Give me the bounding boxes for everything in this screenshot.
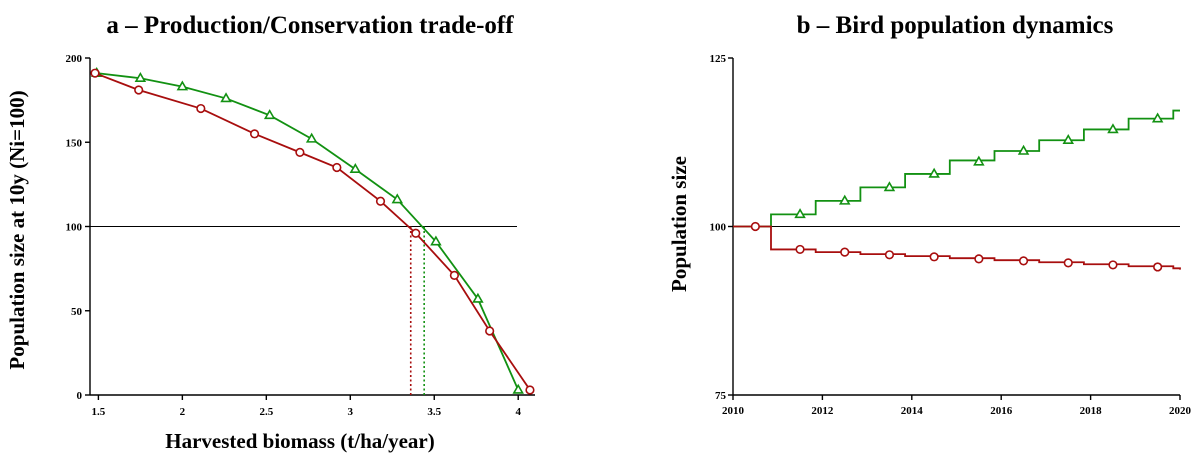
panel-a-data-point (295, 147, 305, 157)
panel-a-data-point (525, 385, 535, 395)
panel-a-data-point (90, 68, 100, 78)
panel-a-data-point (391, 193, 404, 204)
panel-a-ticks: 0 50 100 150 200 1.5 2 2.5 3 3.5 4 (66, 53, 522, 418)
panel-a-series (90, 66, 535, 395)
panel-a-data-point (263, 109, 276, 120)
panel-a-y-tick-label: 0 (77, 390, 83, 402)
panel-b-data-point (883, 181, 896, 192)
panel-a-chart: a – Production/Conservation trade-off Po… (5, 12, 535, 453)
panel-a-y-axis-label: Population size at 10y (Ni=100) (5, 90, 29, 369)
panel-b-title: b – Bird population dynamics (797, 12, 1114, 39)
panel-b-axes (732, 58, 1180, 396)
panel-b-series-line-1 (733, 225, 1181, 270)
panel-b-data-point (884, 250, 895, 260)
panel-b-y-tick-label: 125 (710, 53, 727, 65)
panel-b-data-point (1063, 258, 1073, 268)
panel-b-y-tick-label: 75 (715, 390, 727, 402)
panel-b-data-point (1153, 262, 1163, 272)
panel-a-y-tick-label: 50 (71, 306, 83, 318)
panel-a-data-point (349, 163, 362, 173)
panel-b-data-point (929, 252, 939, 262)
panel-b-data-point (1108, 260, 1118, 270)
panel-a-data-point (220, 92, 232, 103)
panel-a-data-point (134, 85, 144, 95)
panel-a-x-tick-label: 1.5 (92, 406, 106, 418)
panel-b-data-point (795, 244, 805, 255)
panel-b-data-point (840, 247, 850, 257)
panel-b-x-tick-label: 2020 (1169, 405, 1192, 417)
panel-b-series-line-0 (733, 109, 1180, 228)
panel-b-chart: b – Bird population dynamics Population … (667, 12, 1192, 417)
panel-b-data-point (1151, 112, 1164, 123)
panel-b-ticks: 75 100 125 2010 2012 2014 2016 2018 2020 (710, 53, 1192, 417)
panel-a-data-point (134, 72, 147, 83)
panel-a-axes (89, 58, 535, 396)
panel-a-data-point (196, 103, 206, 114)
panel-b-data-point (1107, 123, 1119, 134)
panel-b-x-tick-label: 2016 (990, 405, 1013, 417)
panel-a-data-point (305, 132, 318, 143)
panel-b-data-point (1017, 144, 1030, 155)
panel-a-y-tick-label: 200 (66, 53, 83, 65)
panel-a-data-point (485, 326, 495, 336)
panel-b-data-point (973, 155, 985, 166)
panel-a-x-tick-label: 2 (180, 406, 186, 418)
panel-a-x-axis-label: Harvested biomass (t/ha/year) (165, 429, 434, 453)
panel-b-data-point (1018, 256, 1029, 266)
panel-a-x-tick-label: 2.5 (259, 406, 273, 418)
panel-a-data-point (249, 129, 260, 139)
panel-a-series-line-0 (96, 72, 520, 391)
panel-a-data-point (375, 196, 386, 206)
panel-a-y-tick-label: 100 (66, 222, 83, 234)
panel-b-data-point (974, 254, 984, 264)
panel-a-x-tick-label: 4 (515, 406, 521, 418)
panel-b-x-tick-label: 2010 (722, 405, 745, 417)
panel-a-x-tick-label: 3 (348, 406, 354, 418)
panel-b-data-point (794, 208, 806, 219)
panel-b-data-point (838, 194, 851, 205)
panel-a-data-point (411, 228, 421, 238)
panel-a-data-point (472, 292, 484, 303)
panel-a-data-point (512, 383, 524, 394)
panel-b-y-axis-label: Population size (667, 156, 691, 292)
panel-a-y-tick-label: 150 (66, 137, 83, 149)
panel-b-x-tick-label: 2014 (901, 405, 924, 417)
panel-b-series (733, 109, 1181, 272)
panel-a-x-tick-label: 3.5 (427, 406, 441, 418)
panel-a-series-line-1 (94, 72, 531, 391)
panel-b-y-tick-label: 100 (710, 222, 727, 234)
panel-a-data-point (332, 162, 342, 173)
panel-b-data-point (750, 221, 760, 232)
panel-a-data-point (176, 80, 189, 91)
panel-a-data-point (449, 270, 459, 280)
panel-b-data-point (928, 167, 940, 178)
panel-a-title: a – Production/Conservation trade-off (106, 12, 514, 39)
panel-b-x-tick-label: 2012 (811, 405, 834, 417)
panel-a-data-point (430, 235, 442, 246)
panel-b-x-tick-label: 2018 (1080, 405, 1103, 417)
panel-b-data-point (1062, 134, 1075, 145)
